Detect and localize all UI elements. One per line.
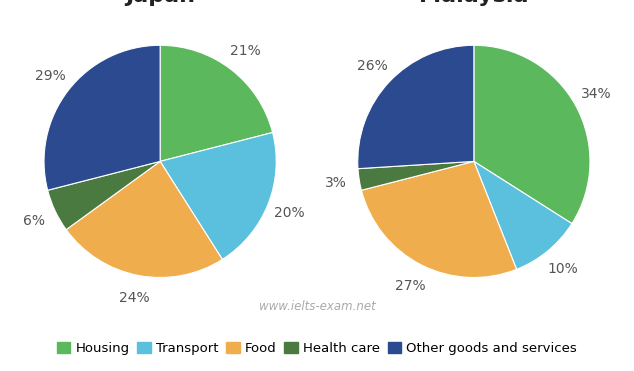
Text: 20%: 20% bbox=[275, 206, 305, 220]
Wedge shape bbox=[44, 45, 160, 190]
Wedge shape bbox=[361, 161, 517, 278]
Text: 27%: 27% bbox=[396, 279, 426, 292]
Wedge shape bbox=[160, 132, 276, 259]
Text: 34%: 34% bbox=[581, 87, 611, 101]
Wedge shape bbox=[358, 45, 474, 169]
Wedge shape bbox=[160, 45, 273, 161]
Text: 3%: 3% bbox=[325, 176, 347, 190]
Text: 10%: 10% bbox=[547, 262, 578, 276]
Legend: Housing, Transport, Food, Health care, Other goods and services: Housing, Transport, Food, Health care, O… bbox=[51, 337, 583, 361]
Wedge shape bbox=[66, 161, 223, 278]
Text: 6%: 6% bbox=[23, 214, 45, 228]
Text: 24%: 24% bbox=[119, 291, 150, 305]
Wedge shape bbox=[474, 161, 572, 269]
Text: www.ielts-exam.net: www.ielts-exam.net bbox=[259, 299, 375, 313]
Wedge shape bbox=[358, 161, 474, 190]
Wedge shape bbox=[48, 161, 160, 230]
Text: 29%: 29% bbox=[35, 69, 65, 83]
Wedge shape bbox=[474, 45, 590, 224]
Title: Malaysia: Malaysia bbox=[419, 0, 529, 6]
Title: Japan: Japan bbox=[125, 0, 195, 6]
Text: 21%: 21% bbox=[230, 44, 261, 58]
Text: 26%: 26% bbox=[357, 59, 387, 73]
